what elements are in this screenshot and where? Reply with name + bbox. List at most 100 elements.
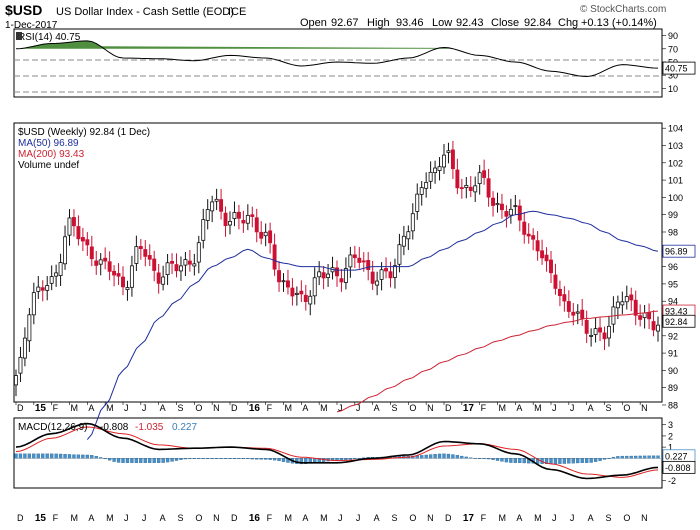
- x-tick-label: M: [71, 403, 79, 413]
- candle-body: [125, 287, 130, 290]
- candle-body: [446, 150, 451, 153]
- macd-hist-bar: [237, 458, 241, 459]
- x-tick-label: N: [427, 403, 434, 413]
- x-tick-label: D: [231, 513, 238, 523]
- macd-hist-bar: [219, 458, 223, 459]
- macd-tick-label: -2: [668, 476, 676, 486]
- candle-body: [606, 325, 611, 339]
- candle-body: [589, 334, 594, 337]
- price-tick-label: 89: [668, 383, 678, 393]
- macd-hist-bar: [518, 458, 522, 463]
- macd-hist-bar: [464, 456, 468, 459]
- macd-hist-bar: [23, 453, 27, 459]
- rsi-swatch: [16, 32, 22, 40]
- candle-body: [236, 211, 241, 219]
- x-tick-label: J: [338, 513, 343, 523]
- candle-body: [272, 244, 277, 270]
- macd-hist-bar: [188, 458, 192, 459]
- candle-body: [259, 231, 264, 239]
- candle-body: [473, 185, 478, 193]
- macd-hist-bar: [504, 458, 509, 463]
- macd-hist-bar: [143, 458, 147, 463]
- macd-hist-bar: [433, 454, 437, 459]
- candle-body: [428, 171, 433, 182]
- candle-body: [196, 242, 201, 263]
- candle-body: [495, 203, 500, 206]
- x-tick-label: A: [302, 513, 308, 523]
- macd-hist-bar: [148, 458, 152, 463]
- candle-body: [540, 250, 545, 259]
- macd-hist-bar: [544, 458, 549, 465]
- x-tick-label: J: [124, 403, 129, 413]
- rsi-last-label-box: [662, 61, 696, 75]
- candle-body: [633, 299, 638, 316]
- macd-hist-bar: [602, 458, 607, 460]
- candle-body: [491, 197, 496, 206]
- candle-body: [134, 246, 139, 264]
- candle-body: [201, 219, 206, 241]
- candle-body: [464, 185, 469, 188]
- candle-body: [442, 154, 446, 168]
- high-label: High: [367, 17, 390, 29]
- candle-body: [121, 276, 125, 288]
- macd-hist-bar: [272, 458, 277, 461]
- candle-body: [486, 178, 491, 198]
- macd-hist-bar: [201, 458, 205, 459]
- macd-label: MACD(12,26,9): [18, 422, 87, 433]
- candle-body: [107, 261, 112, 272]
- candle-body: [593, 328, 598, 335]
- macd-panel-frame: [13, 417, 663, 489]
- x-tick-label: N: [427, 513, 434, 523]
- close-value: 92.84: [524, 17, 552, 29]
- candle-body: [379, 269, 384, 280]
- rsi-last-label: 40.75: [665, 64, 688, 74]
- candle-body: [348, 254, 353, 268]
- chg-value: +0.13 (+0.14%): [581, 17, 657, 29]
- candle-body: [187, 260, 192, 265]
- axis-layer: 9070503010104103102101100999897969594939…: [15, 31, 696, 524]
- price-tick-label: 100: [668, 193, 683, 203]
- candle-body: [147, 255, 152, 260]
- candle-body: [357, 257, 362, 263]
- macd-hist-bar: [299, 458, 303, 465]
- x-tick-label: D: [445, 513, 452, 523]
- macd-hist-bar: [611, 456, 616, 459]
- macd-hist-bar: [469, 457, 473, 459]
- macd-hist-bar: [486, 458, 491, 460]
- x-tick-label: A: [160, 403, 166, 413]
- macd-hist-bar: [495, 458, 500, 461]
- legend-ma200: MA(200) 93.43: [18, 149, 85, 160]
- macd-hist-bar: [513, 458, 517, 463]
- candle-body: [290, 287, 295, 297]
- candle-body: [410, 213, 415, 232]
- macd-hist-bar: [94, 456, 98, 459]
- macd-hist-bar: [165, 458, 170, 463]
- legend-volume: Volume undef: [18, 160, 79, 171]
- rsi-panel-frame: [13, 28, 663, 98]
- candle-body: [36, 286, 41, 292]
- candle-body: [499, 203, 504, 211]
- instrument-name: US Dollar Index - Cash Settle (EOD): [56, 6, 234, 18]
- x-tick-label: J: [570, 403, 575, 413]
- symbol: $USD: [5, 2, 42, 18]
- macd-hist-bar: [139, 458, 143, 463]
- candle-body: [245, 215, 250, 224]
- candle-body: [339, 278, 344, 283]
- x-tick-label: S: [606, 513, 612, 523]
- watermark: © StockCharts.com: [580, 4, 666, 15]
- x-tick-label: A: [302, 403, 308, 413]
- x-tick-label: M: [106, 513, 114, 523]
- x-tick-label: A: [88, 403, 94, 413]
- macd-hist-bar: [63, 454, 67, 459]
- x-tick-label: M: [534, 513, 542, 523]
- candle-body: [152, 258, 157, 271]
- x-tick-label: N: [641, 403, 648, 413]
- macd-hist-bar: [107, 458, 112, 461]
- x-tick-label: 16: [249, 403, 261, 414]
- x-tick-label: J: [142, 513, 147, 523]
- candle-body: [268, 230, 273, 244]
- price-tick-label: 92: [668, 331, 678, 341]
- price-panel-frame: [13, 122, 663, 403]
- candle-body: [170, 261, 175, 264]
- macd-signal-line: [15, 426, 659, 478]
